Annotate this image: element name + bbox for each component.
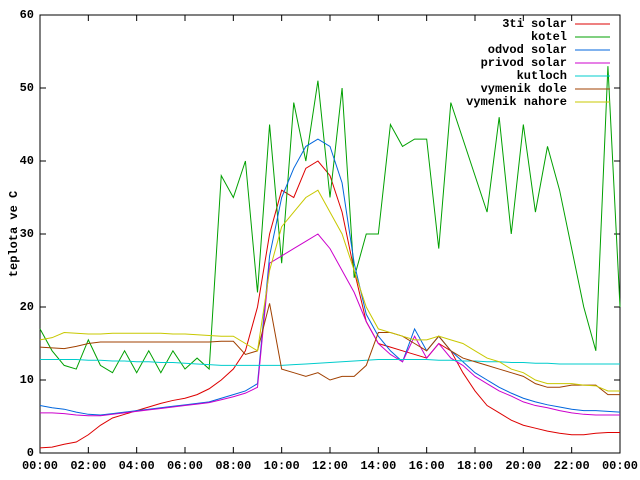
legend-label: kutloch (517, 69, 567, 83)
y-tick-label: 50 (20, 81, 34, 95)
x-tick-label: 14:00 (360, 459, 396, 473)
x-tick-label: 12:00 (312, 459, 348, 473)
x-tick-label: 22:00 (554, 459, 590, 473)
x-tick-label: 08:00 (215, 459, 251, 473)
x-tick-label: 04:00 (119, 459, 155, 473)
plot-border (39, 14, 621, 454)
series-line (40, 233, 620, 417)
y-tick-label: 30 (20, 227, 34, 241)
x-tick-label: 00:00 (602, 459, 638, 473)
series-line (39, 189, 620, 392)
x-tick-label: 06:00 (167, 459, 203, 473)
series-line (39, 138, 621, 416)
y-tick-label: 0 (27, 446, 34, 460)
series-line (39, 303, 620, 396)
legend-label: 3ti solar (502, 17, 567, 31)
series-line (39, 66, 621, 374)
y-tick-label: 60 (20, 8, 34, 22)
x-tick-label: 00:00 (22, 459, 58, 473)
series-line (40, 359, 620, 366)
y-tick-label: 40 (20, 154, 34, 168)
legend-label: vymenik dole (481, 82, 567, 96)
x-tick-label: 20:00 (505, 459, 541, 473)
y-tick-label: 10 (20, 373, 34, 387)
y-axis-label: teplota ve C (7, 191, 21, 277)
legend-label: kotel (531, 30, 567, 44)
legend-label: vymenik nahore (466, 95, 567, 109)
y-tick-label: 20 (20, 300, 34, 314)
x-tick-label: 02:00 (70, 459, 106, 473)
legend-label: privod solar (481, 56, 567, 70)
x-tick-label: 18:00 (457, 459, 493, 473)
x-tick-label: 16:00 (409, 459, 445, 473)
x-tick-label: 10:00 (264, 459, 300, 473)
legend-label: odvod solar (488, 43, 567, 57)
